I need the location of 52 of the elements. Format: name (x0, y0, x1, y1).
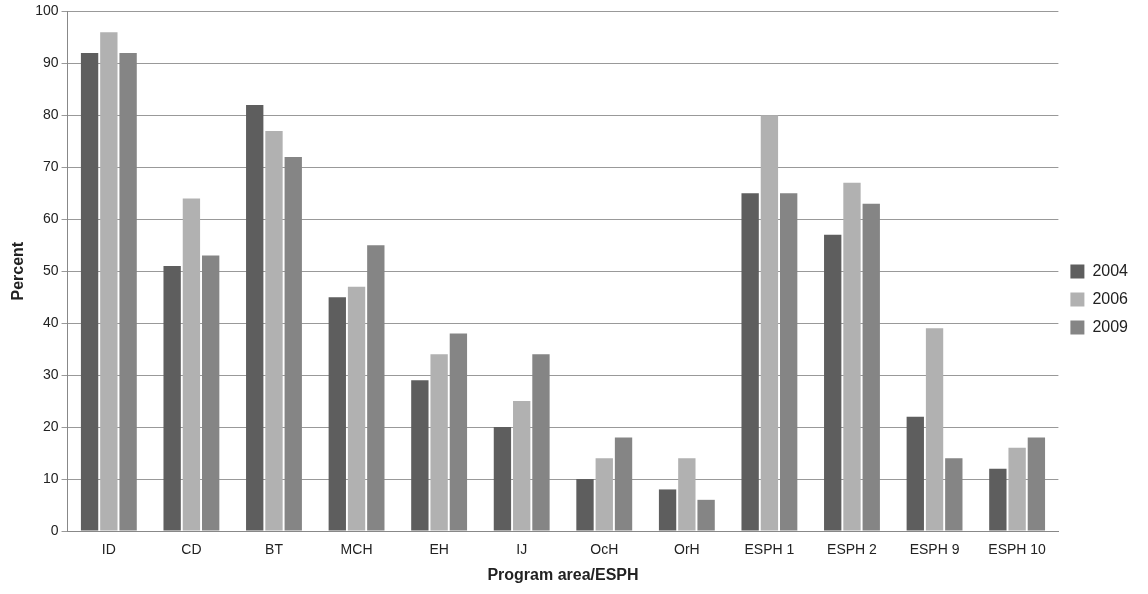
y-tick-label: 90 (42, 54, 59, 71)
bar (741, 193, 759, 531)
y-tick-label: 40 (42, 314, 59, 331)
bar (411, 380, 429, 531)
y-tick-label: 30 (42, 365, 59, 382)
y-tick-label: 60 (42, 210, 59, 227)
x-tick-label: IJ (516, 541, 528, 558)
bar (265, 130, 283, 531)
bar (760, 115, 779, 531)
y-axis-title: Percent (9, 241, 27, 301)
x-tick-label: CD (181, 541, 202, 558)
bar (493, 427, 512, 531)
y-tick-label: 20 (42, 417, 59, 434)
bar (80, 52, 99, 531)
x-tick-label: EH (429, 541, 449, 558)
bar (328, 297, 346, 531)
bar (824, 234, 842, 531)
bar (658, 489, 677, 531)
bar (246, 104, 264, 531)
bar (1008, 447, 1026, 531)
x-tick-label: OcH (590, 541, 619, 558)
x-tick-label: ESPH 1 (744, 541, 795, 558)
legend-label: 2006 (1092, 289, 1129, 307)
x-tick-label: ESPH 2 (827, 541, 878, 558)
bar (100, 32, 118, 531)
y-tick-label: 10 (42, 469, 59, 486)
bar (182, 198, 201, 531)
x-tick-label: OrH (674, 541, 700, 558)
bar (678, 458, 696, 531)
bar (843, 182, 861, 531)
bar (925, 328, 944, 531)
y-tick-label: 50 (42, 262, 59, 279)
x-tick-label: ID (101, 541, 116, 558)
y-tick-label: 70 (42, 158, 59, 175)
legend-label: 2009 (1092, 317, 1129, 335)
bar (430, 354, 448, 531)
bar (576, 479, 594, 531)
x-tick-label: BT (265, 541, 284, 558)
x-tick-label: MCH (340, 541, 373, 558)
x-tick-label: ESPH 10 (988, 541, 1047, 558)
x-tick-label: ESPH 9 (909, 541, 960, 558)
bar (906, 416, 924, 531)
y-tick-label: 80 (42, 106, 59, 123)
bar (347, 286, 366, 531)
bar (989, 468, 1007, 531)
y-tick-label: 0 (50, 521, 59, 538)
x-axis-title: Program area/ESPH (487, 565, 639, 583)
bar (513, 401, 531, 531)
bar (163, 266, 181, 531)
bar (595, 458, 613, 531)
y-tick-label: 100 (35, 2, 59, 19)
legend-label: 2004 (1092, 261, 1129, 279)
